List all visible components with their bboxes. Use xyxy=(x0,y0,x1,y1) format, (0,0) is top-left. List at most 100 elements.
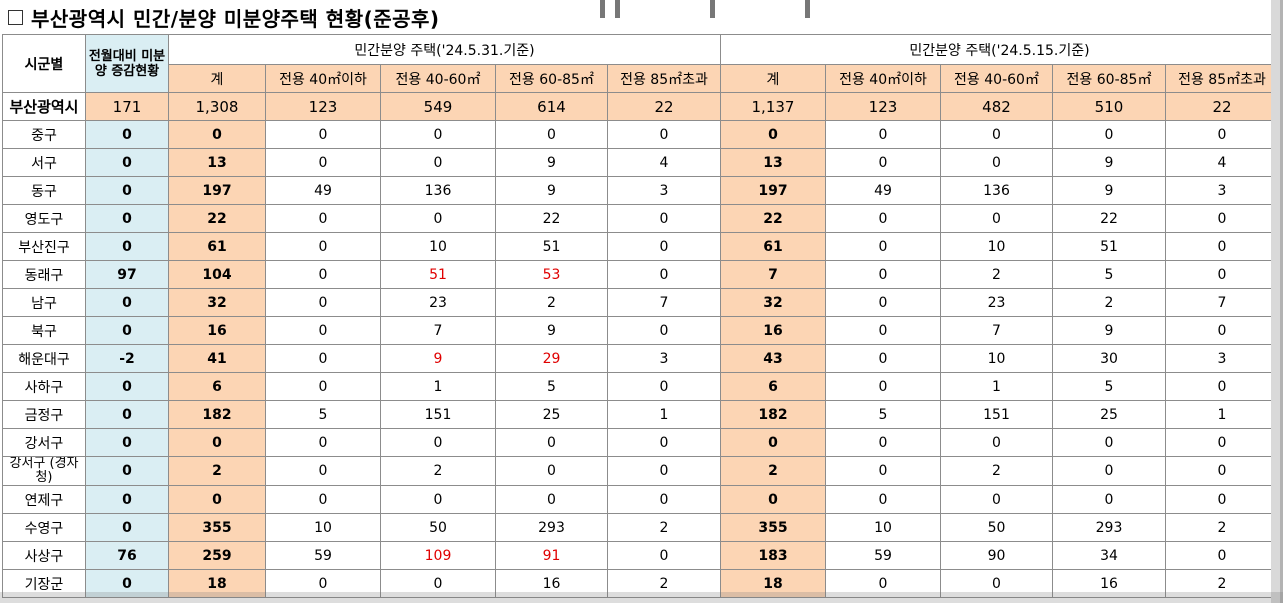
diff-cell: 0 xyxy=(85,148,169,177)
cell-b-4: 2 xyxy=(1165,513,1279,542)
cell-b-0: 355 xyxy=(720,513,826,542)
cell-b-3: 5 xyxy=(1052,260,1166,289)
cell-a-1: 0 xyxy=(265,372,381,401)
table-row: 금정구 0 182 5 151 25 1 182 5 151 25 1 xyxy=(2,400,1279,429)
cell-b-0: 43 xyxy=(720,344,826,373)
cell-b-2: 50 xyxy=(940,513,1053,542)
subheader-a-1: 전용 40㎡이하 xyxy=(265,64,381,93)
cell-b-0: 0 xyxy=(720,485,826,514)
table-row: 동구 0 197 49 136 9 3 197 49 136 9 3 xyxy=(2,176,1279,205)
table-row: 사상구 76 259 59 109 91 0 183 59 90 34 0 xyxy=(2,541,1279,570)
cell-a-3: 0 xyxy=(495,485,608,514)
region-name: 영도구 xyxy=(2,204,86,233)
table-row: 영도구 0 22 0 0 22 0 22 0 0 22 0 xyxy=(2,204,1279,233)
total-b-3: 510 xyxy=(1052,92,1166,121)
diff-cell: 0 xyxy=(85,232,169,261)
cell-b-1: 0 xyxy=(825,148,941,177)
cell-b-3: 2 xyxy=(1052,288,1166,317)
cell-a-0: 0 xyxy=(168,120,266,149)
cell-a-3: 91 xyxy=(495,541,608,570)
cell-b-2: 151 xyxy=(940,400,1053,429)
cell-a-1: 0 xyxy=(265,232,381,261)
bottom-scroll-shadow xyxy=(0,592,1283,603)
cell-b-2: 0 xyxy=(940,204,1053,233)
cell-a-3: 53 xyxy=(495,260,608,289)
page-title: 부산광역시 민간/분양 미분양주택 현황(준공후) xyxy=(31,6,440,31)
cell-a-3: 9 xyxy=(495,148,608,177)
cell-a-2: 2 xyxy=(380,456,496,486)
cell-a-3: 293 xyxy=(495,513,608,542)
cell-a-2: 9 xyxy=(380,344,496,373)
cell-b-4: 0 xyxy=(1165,232,1279,261)
cell-b-2: 0 xyxy=(940,120,1053,149)
subheader-b-0: 계 xyxy=(720,64,826,93)
cell-a-3: 9 xyxy=(495,176,608,205)
cell-a-1: 0 xyxy=(265,456,381,486)
cell-a-2: 0 xyxy=(380,428,496,457)
region-name: 사하구 xyxy=(2,372,86,401)
table-row: 북구 0 16 0 7 9 0 16 0 7 9 0 xyxy=(2,316,1279,345)
cell-a-1: 10 xyxy=(265,513,381,542)
cell-a-0: 0 xyxy=(168,428,266,457)
cell-b-1: 0 xyxy=(825,485,941,514)
diff-cell: 0 xyxy=(85,316,169,345)
cell-b-0: 61 xyxy=(720,232,826,261)
cell-b-3: 0 xyxy=(1052,456,1166,486)
diff-cell: 0 xyxy=(85,456,169,486)
cell-b-0: 183 xyxy=(720,541,826,570)
cell-b-4: 3 xyxy=(1165,176,1279,205)
cell-a-1: 0 xyxy=(265,148,381,177)
title-bar: 부산광역시 민간/분양 미분양주택 현황(준공후) xyxy=(0,0,1283,34)
cell-a-2: 109 xyxy=(380,541,496,570)
total-b-1: 123 xyxy=(825,92,941,121)
cell-a-2: 0 xyxy=(380,569,496,598)
cell-b-1: 0 xyxy=(825,288,941,317)
checkbox-icon[interactable] xyxy=(8,9,23,25)
cell-a-0: 6 xyxy=(168,372,266,401)
cell-b-0: 0 xyxy=(720,120,826,149)
cell-b-4: 0 xyxy=(1165,485,1279,514)
cell-a-0: 259 xyxy=(168,541,266,570)
cell-a-0: 18 xyxy=(168,569,266,598)
cell-a-2: 0 xyxy=(380,204,496,233)
diff-cell: 97 xyxy=(85,260,169,289)
table-row: 서구 0 13 0 0 9 4 13 0 0 9 4 xyxy=(2,148,1279,177)
cell-a-0: 13 xyxy=(168,148,266,177)
scroll-marker xyxy=(600,0,605,18)
diff-cell: -2 xyxy=(85,344,169,373)
cell-a-2: 7 xyxy=(380,316,496,345)
cell-a-4: 0 xyxy=(607,232,721,261)
cell-a-3: 29 xyxy=(495,344,608,373)
diff-cell: 0 xyxy=(85,176,169,205)
subheader-b-1: 전용 40㎡이하 xyxy=(825,64,941,93)
cell-b-4: 0 xyxy=(1165,372,1279,401)
cell-b-4: 0 xyxy=(1165,316,1279,345)
cell-b-1: 0 xyxy=(825,344,941,373)
cell-b-0: 7 xyxy=(720,260,826,289)
unsold-housing-table: 시군별 전월대비 미분양 증감현황 민간분양 주택('24.5.31.기준) 민… xyxy=(2,34,1279,598)
cell-b-0: 16 xyxy=(720,316,826,345)
cell-b-1: 0 xyxy=(825,260,941,289)
region-name: 동구 xyxy=(2,176,86,205)
cell-b-2: 1 xyxy=(940,372,1053,401)
cell-a-2: 0 xyxy=(380,120,496,149)
table-row: 사하구 0 6 0 1 5 0 6 0 1 5 0 xyxy=(2,372,1279,401)
cell-a-2: 0 xyxy=(380,148,496,177)
cell-a-3: 51 xyxy=(495,232,608,261)
cell-b-4: 0 xyxy=(1165,120,1279,149)
cell-b-2: 2 xyxy=(940,260,1053,289)
cell-b-4: 3 xyxy=(1165,344,1279,373)
total-a-1: 123 xyxy=(265,92,381,121)
region-name: 해운대구 xyxy=(2,344,86,373)
cell-b-2: 0 xyxy=(940,569,1053,598)
cell-b-0: 182 xyxy=(720,400,826,429)
header-region: 시군별 xyxy=(2,34,86,93)
cell-b-3: 22 xyxy=(1052,204,1166,233)
cell-b-2: 90 xyxy=(940,541,1053,570)
cell-b-1: 0 xyxy=(825,316,941,345)
cell-b-0: 197 xyxy=(720,176,826,205)
cell-b-3: 30 xyxy=(1052,344,1166,373)
cell-a-1: 59 xyxy=(265,541,381,570)
diff-cell: 0 xyxy=(85,513,169,542)
cell-a-1: 5 xyxy=(265,400,381,429)
